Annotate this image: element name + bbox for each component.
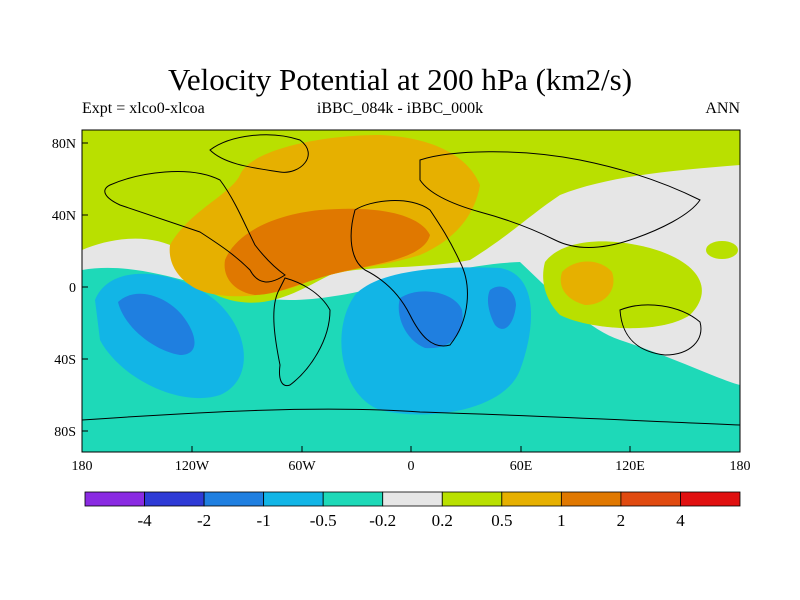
- colorbar-label: -4: [137, 511, 152, 530]
- plot-title: Velocity Potential at 200 hPa (km2/s): [167, 62, 633, 97]
- map-field: [82, 130, 740, 452]
- west-pacific-lobe: [706, 241, 738, 259]
- colorbar-swatch: [441, 491, 503, 507]
- y-tick-label: 80S: [54, 425, 76, 440]
- x-tick-label: 60E: [510, 459, 533, 474]
- experiment-label: Expt = xlco0-xlcoa: [82, 100, 205, 117]
- colorbar-label: 2: [617, 511, 626, 530]
- x-tick-label: 0: [408, 459, 415, 474]
- season-label: ANN: [705, 100, 740, 117]
- colorbar-swatch: [620, 491, 681, 507]
- colorbar-swatch: [382, 491, 443, 507]
- x-tick-label: 120W: [175, 459, 210, 474]
- colorbar-label: -0.2: [369, 511, 396, 530]
- colorbar-swatch: [84, 491, 145, 507]
- y-tick-label: 80N: [52, 137, 76, 152]
- positive-0-5-maritime: [560, 261, 614, 305]
- colorbar-label: 0.2: [432, 511, 453, 530]
- colorbar-swatch: [680, 491, 741, 507]
- colorbar-label: 0.5: [491, 511, 512, 530]
- colorbar-swatch: [203, 491, 265, 507]
- positive-1-atlantic: [224, 208, 430, 295]
- y-tick-label: 0: [69, 281, 76, 296]
- y-tick-label: 40N: [52, 209, 76, 224]
- colorbar-label: -2: [197, 511, 211, 530]
- colorbar-swatch: [263, 491, 324, 507]
- pacific-minimum: [118, 293, 195, 355]
- difference-label: iBBC_084k - iBBC_000k: [316, 100, 484, 117]
- colorbar-label: -1: [257, 511, 271, 530]
- coastlines: [82, 134, 740, 426]
- colorbar-label: 1: [557, 511, 566, 530]
- atlantic-minimum: [398, 291, 463, 349]
- colorbar-label: -0.5: [310, 511, 337, 530]
- colorbar-swatch: [322, 491, 384, 507]
- indian-ocean-minimum: [487, 286, 516, 329]
- x-tick-label: 180: [72, 459, 93, 474]
- axis-ticks: [81, 142, 741, 452]
- colorbar: -4 -2 -1 -0.5 -0.2 0.2 0.5 1 2 4: [84, 491, 741, 530]
- y-tick-label: 40S: [54, 353, 76, 368]
- colorbar-swatch: [560, 491, 622, 507]
- x-tick-label: 180: [730, 459, 751, 474]
- polar-band: [82, 430, 740, 452]
- x-tick-label: 120E: [615, 459, 645, 474]
- colorbar-label: 4: [676, 511, 685, 530]
- x-tick-label: 60W: [288, 459, 316, 474]
- colorbar-swatch: [501, 491, 562, 507]
- colorbar-swatch: [144, 491, 205, 507]
